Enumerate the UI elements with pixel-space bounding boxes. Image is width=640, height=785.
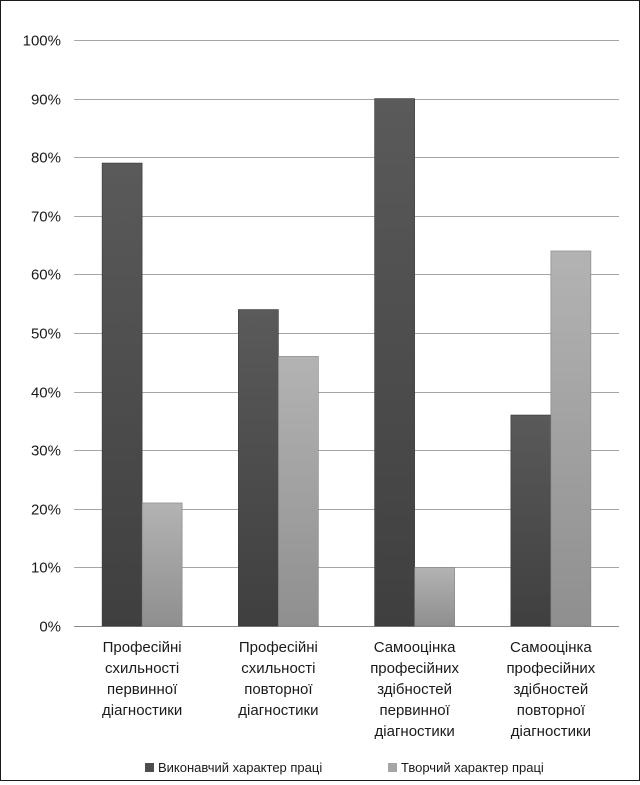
bar-series-1-category-2 (238, 309, 279, 627)
legend-swatch (388, 763, 397, 772)
bars (101, 98, 592, 627)
y-tick-label: 20% (31, 502, 61, 519)
x-axis-category-labels: Професійні схильності первинної діагностики… (102, 639, 596, 740)
bar-series-1-category-1 (101, 162, 143, 627)
bar-series-2-category-4 (550, 250, 592, 627)
bar-series-2-category-1 (141, 502, 183, 627)
legend-label: Виконавчий характер праці (158, 760, 322, 775)
legend: Виконавчий характер праці Творчий характе… (145, 760, 544, 775)
y-tick-label: 10% (31, 560, 61, 577)
y-tick-label: 0% (39, 619, 61, 636)
y-axis-tick-labels: 0% 10% 20% 30% 40% 50% 60% 70% 80% 90% 100% (23, 33, 61, 636)
legend-label: Творчий характер праці (401, 760, 544, 775)
y-tick-label: 70% (31, 209, 61, 226)
bar-series-1-category-4 (510, 414, 552, 627)
y-tick-label: 30% (31, 443, 61, 460)
legend-swatch (145, 763, 154, 772)
bar-series-1-category-3 (374, 98, 415, 627)
y-tick-label: 90% (31, 92, 61, 109)
y-tick-label: 60% (31, 267, 61, 284)
y-tick-label: 80% (31, 150, 61, 167)
x-category-label: Професійні схильності повторної діагностики (238, 639, 318, 719)
x-category-label: Самооцінка професійних здібностей повторної… (506, 639, 595, 740)
bar-series-2-category-2 (278, 356, 319, 627)
y-tick-label: 40% (31, 385, 61, 402)
y-tick-label: 50% (31, 326, 61, 343)
bar-series-2-category-3 (414, 567, 455, 627)
x-category-label: Самооцінка професійних здібностей первинної… (370, 639, 459, 740)
x-category-label: Професійні схильності первинної діагностики (102, 639, 182, 719)
y-tick-label: 100% (23, 33, 61, 50)
